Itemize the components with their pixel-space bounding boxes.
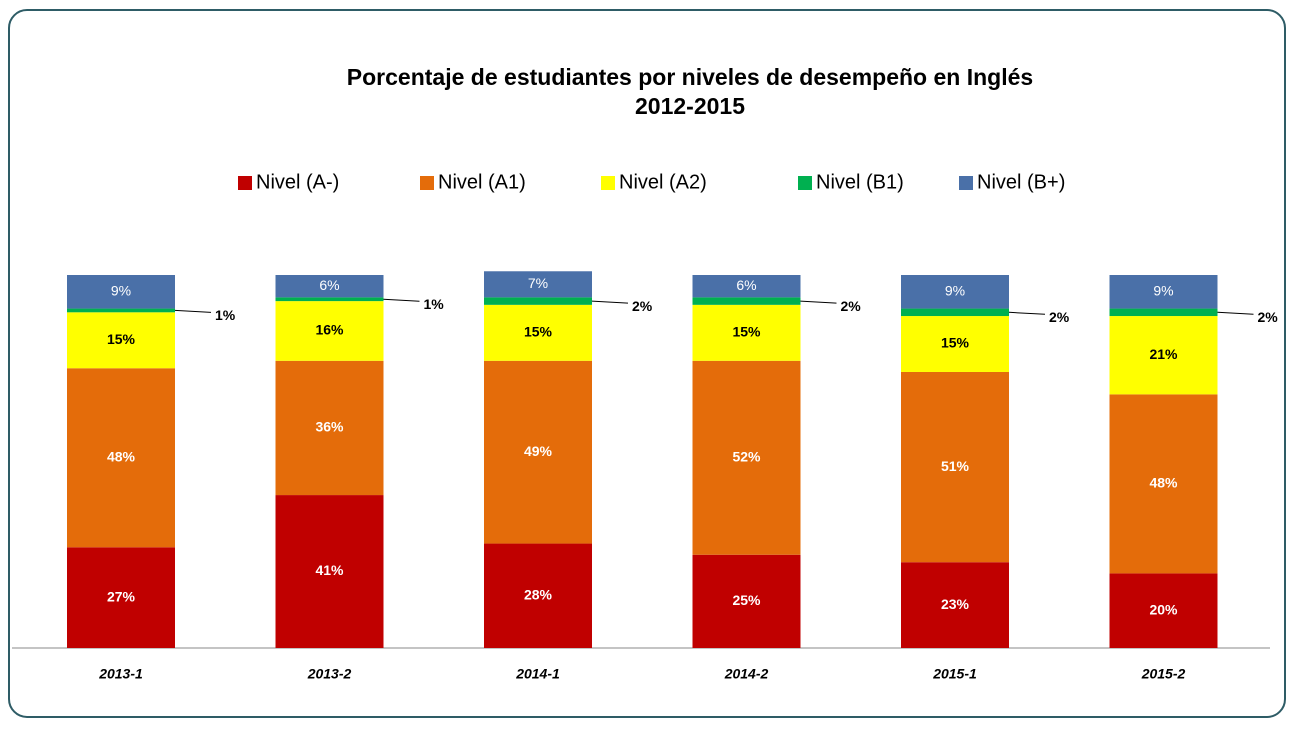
bar-segment (275, 297, 384, 302)
leader-line (1217, 311, 1254, 315)
leader-line (174, 309, 212, 313)
x-tick-label: 2014-2 (724, 666, 769, 682)
data-label: 6% (736, 277, 756, 293)
legend-label: Nivel (A-) (256, 171, 339, 193)
leader-line (383, 298, 420, 302)
data-label: 15% (107, 331, 136, 347)
bar-segment (1109, 394, 1218, 574)
data-label: 20% (1149, 601, 1178, 617)
bar-segment (67, 547, 175, 648)
data-label: 49% (524, 443, 553, 459)
bar-segment (1109, 573, 1218, 648)
leader-line (800, 300, 837, 304)
data-label: 6% (319, 277, 339, 293)
data-label: 2% (1258, 309, 1279, 325)
bar-segment (901, 562, 1009, 648)
leader-line (591, 300, 629, 304)
data-label: 7% (528, 275, 548, 291)
data-label: 51% (941, 458, 970, 474)
data-label: 2% (841, 298, 862, 314)
x-tick-label: 2014-1 (515, 666, 560, 682)
data-label: 2% (1049, 309, 1070, 325)
data-label: 21% (1149, 346, 1178, 362)
data-label: 1% (424, 296, 445, 312)
chart-title: Porcentaje de estudiantes por niveles de… (347, 64, 1033, 90)
bar-segment (484, 543, 592, 648)
data-label: 52% (732, 448, 761, 464)
bar-segment (1109, 275, 1218, 309)
legend-label: Nivel (A1) (438, 171, 526, 193)
data-label: 15% (941, 335, 970, 351)
x-tick-label: 2015-2 (1141, 666, 1186, 682)
bar-segment (484, 360, 592, 544)
bar-segment (692, 275, 801, 298)
data-label: 48% (1149, 475, 1178, 491)
bar-segment (692, 297, 801, 305)
bar-segment (484, 297, 592, 305)
data-label: 36% (315, 419, 344, 435)
legend-label: Nivel (A2) (619, 171, 707, 193)
data-label: 23% (941, 596, 970, 612)
bar-segment (275, 301, 384, 361)
bar-segment (484, 304, 592, 361)
data-label: 9% (111, 282, 131, 298)
bar-segment (67, 275, 175, 309)
data-label: 25% (732, 592, 761, 608)
data-label: 15% (732, 324, 761, 340)
legend-swatch (420, 176, 434, 190)
legend-label: Nivel (B+) (977, 171, 1065, 193)
leader-line (1008, 311, 1046, 315)
legend-label: Nivel (B1) (816, 171, 904, 193)
data-label: 16% (315, 322, 344, 338)
x-tick-label: 2013-2 (307, 666, 352, 682)
data-label: 9% (945, 282, 965, 298)
data-label: 2% (632, 298, 653, 314)
data-label: 9% (1153, 282, 1173, 298)
bar-segment (1109, 308, 1218, 317)
data-label: 48% (107, 448, 136, 464)
data-label: 15% (524, 324, 553, 340)
chart-title: 2012-2015 (635, 93, 745, 119)
bar-segment (901, 308, 1009, 317)
bar-segment (67, 312, 175, 369)
legend-swatch (959, 176, 973, 190)
bar-segment (692, 304, 801, 361)
data-label: 1% (215, 307, 236, 323)
x-tick-label: 2013-1 (98, 666, 143, 682)
bar-segment (275, 360, 384, 496)
bar-segment (692, 554, 801, 648)
bar-segment (275, 275, 384, 298)
data-label: 41% (315, 562, 344, 578)
bar-segment (901, 316, 1009, 372)
legend-swatch (238, 176, 252, 190)
legend-swatch (601, 176, 615, 190)
legend-swatch (798, 176, 812, 190)
bar-segment (1109, 316, 1218, 395)
bar-segment (67, 308, 175, 313)
data-label: 28% (524, 586, 553, 602)
bar-segment (901, 371, 1009, 563)
x-tick-label: 2015-1 (932, 666, 977, 682)
bar-segment (67, 368, 175, 548)
bar-segment (901, 275, 1009, 309)
bar-segment (275, 495, 384, 648)
data-label: 27% (107, 588, 136, 604)
bar-segment (484, 271, 592, 298)
bar-segment (692, 360, 801, 555)
